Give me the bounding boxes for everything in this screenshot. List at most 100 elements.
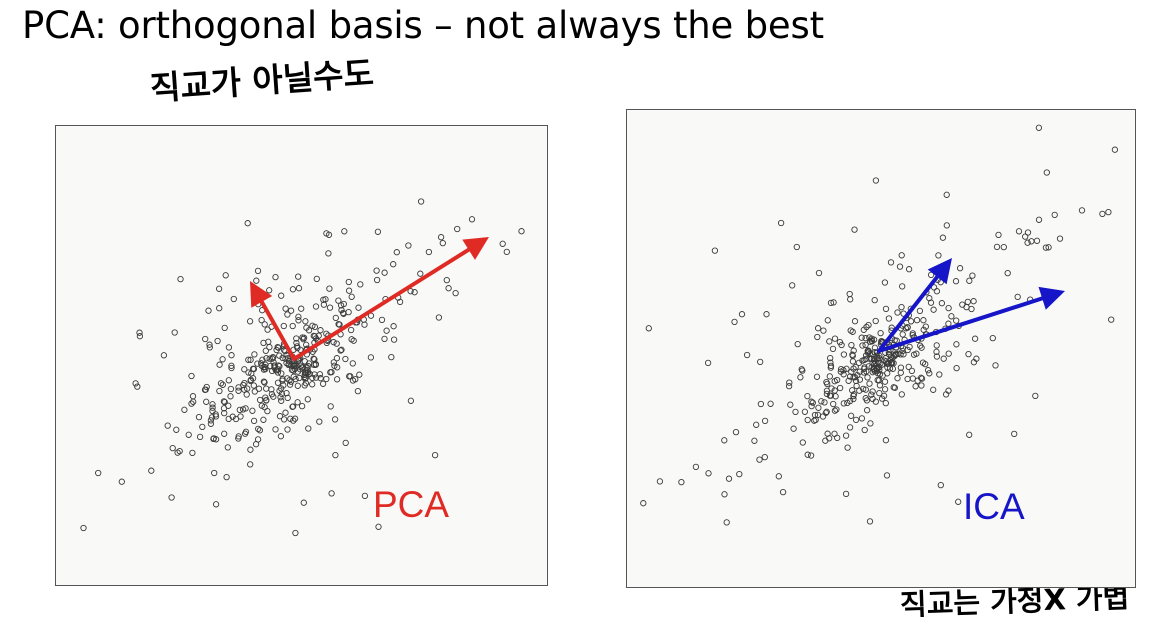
data-point bbox=[858, 334, 865, 341]
data-point bbox=[118, 478, 125, 485]
data-point bbox=[333, 376, 341, 383]
data-point bbox=[845, 377, 852, 384]
data-point bbox=[255, 425, 262, 433]
data-point bbox=[1099, 210, 1106, 218]
data-point bbox=[390, 261, 397, 268]
data-point bbox=[823, 408, 830, 415]
data-point bbox=[898, 252, 905, 259]
data-point bbox=[346, 373, 353, 380]
data-point bbox=[645, 325, 652, 332]
data-point bbox=[656, 478, 664, 485]
data-point bbox=[350, 337, 357, 344]
data-point bbox=[211, 469, 218, 477]
data-point bbox=[207, 417, 215, 424]
data-point bbox=[830, 400, 837, 408]
data-point bbox=[964, 298, 971, 306]
data-point bbox=[291, 415, 299, 422]
data-point bbox=[808, 402, 815, 410]
data-point bbox=[332, 451, 339, 459]
data-point bbox=[468, 216, 476, 223]
data-point bbox=[821, 399, 828, 406]
data-point bbox=[263, 396, 270, 404]
data-point bbox=[310, 332, 317, 340]
data-point bbox=[874, 376, 881, 384]
data-point bbox=[339, 309, 347, 317]
data-point bbox=[846, 424, 854, 431]
data-point bbox=[927, 271, 935, 279]
data-point bbox=[310, 355, 317, 362]
data-point bbox=[819, 413, 827, 420]
data-point bbox=[279, 375, 286, 383]
data-point bbox=[284, 394, 291, 402]
handwritten-note-top: 직교가 아닐수도 bbox=[148, 53, 376, 108]
data-point bbox=[881, 378, 889, 385]
data-point bbox=[236, 406, 243, 414]
data-point bbox=[797, 374, 804, 381]
data-point bbox=[926, 370, 933, 377]
data-point bbox=[185, 431, 192, 438]
data-point bbox=[995, 231, 1002, 239]
data-point bbox=[866, 355, 873, 362]
data-point bbox=[266, 343, 273, 351]
data-point bbox=[887, 259, 895, 266]
data-point bbox=[148, 467, 155, 474]
data-point bbox=[936, 371, 943, 378]
data-point bbox=[437, 234, 445, 241]
data-point bbox=[761, 453, 768, 461]
data-point bbox=[221, 324, 228, 332]
data-point bbox=[228, 352, 235, 359]
data-point bbox=[374, 228, 382, 235]
data-point bbox=[917, 374, 925, 381]
data-point bbox=[171, 329, 178, 336]
data-point bbox=[381, 335, 388, 343]
ica-first-component-arrow-shaft bbox=[877, 274, 940, 353]
data-point bbox=[272, 273, 279, 281]
data-point bbox=[794, 340, 801, 348]
data-point bbox=[850, 347, 857, 354]
data-point bbox=[136, 333, 144, 340]
data-point bbox=[886, 365, 894, 372]
data-point bbox=[221, 409, 228, 417]
data-point bbox=[323, 375, 330, 383]
data-point bbox=[692, 463, 700, 471]
data-point bbox=[913, 316, 921, 324]
data-point bbox=[863, 397, 871, 404]
data-point bbox=[848, 368, 855, 376]
data-point bbox=[787, 401, 794, 408]
data-point bbox=[275, 344, 282, 351]
data-point bbox=[216, 305, 223, 312]
data-point bbox=[295, 273, 302, 280]
data-point bbox=[826, 338, 833, 345]
data-point bbox=[337, 347, 344, 354]
data-point bbox=[260, 339, 267, 347]
data-point bbox=[786, 379, 793, 386]
data-point bbox=[851, 374, 859, 381]
ica-second-component-arrow-head bbox=[1038, 286, 1065, 310]
data-point bbox=[1105, 208, 1112, 216]
data-point bbox=[323, 230, 330, 237]
data-point bbox=[260, 378, 268, 385]
data-point bbox=[319, 380, 327, 387]
data-point bbox=[278, 292, 285, 299]
data-point bbox=[864, 374, 871, 381]
data-point bbox=[327, 403, 334, 410]
data-point bbox=[80, 524, 87, 532]
data-point bbox=[250, 417, 258, 425]
data-point bbox=[1004, 269, 1011, 277]
data-point bbox=[214, 337, 221, 345]
data-point bbox=[225, 402, 232, 409]
data-point bbox=[919, 359, 927, 366]
data-point bbox=[956, 265, 964, 272]
data-point bbox=[1056, 235, 1064, 242]
data-point bbox=[831, 407, 839, 414]
data-point bbox=[711, 247, 719, 254]
data-point bbox=[405, 242, 412, 249]
data-point bbox=[847, 296, 854, 303]
data-point bbox=[899, 347, 906, 355]
data-point bbox=[899, 331, 906, 338]
data-point bbox=[790, 425, 797, 432]
data-point bbox=[973, 355, 980, 362]
data-point bbox=[792, 408, 799, 416]
data-point bbox=[756, 456, 763, 463]
data-point bbox=[334, 364, 341, 371]
